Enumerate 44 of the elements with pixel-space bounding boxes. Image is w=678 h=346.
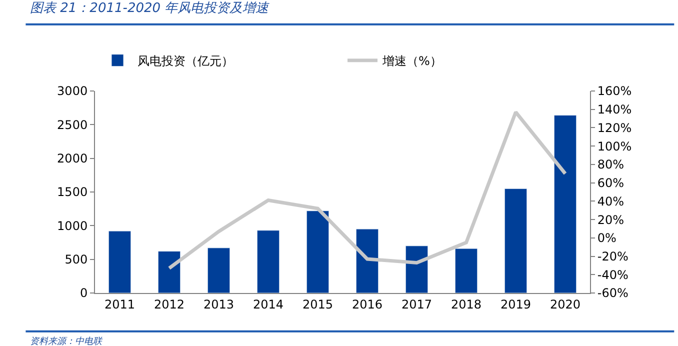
y2-tick-label: 100% — [597, 139, 632, 154]
x-tick-label: 2011 — [104, 297, 136, 312]
y2-tick-label: 80% — [597, 158, 624, 172]
bar — [356, 228, 379, 293]
x-tick-label: 2019 — [500, 297, 532, 312]
y-tick-label: 2000 — [57, 152, 88, 166]
y2-tick-label: 140% — [597, 102, 632, 117]
bar — [405, 246, 428, 293]
y2-tick-label: -40% — [597, 268, 628, 282]
y2-tick-label: 0% — [597, 231, 616, 246]
y2-tick-label: 160% — [597, 84, 632, 98]
x-tick-label: 2016 — [352, 297, 383, 312]
y-tick-label: 1500 — [57, 185, 88, 200]
legend-label: 风电投资（亿元） — [138, 54, 234, 68]
y2-tick-label: 120% — [597, 120, 632, 135]
x-tick-label: 2018 — [450, 297, 482, 312]
y-tick-label: 500 — [64, 252, 88, 267]
y2-tick-label: -20% — [597, 249, 628, 264]
y-tick-label: 2500 — [57, 118, 88, 132]
legend-label: 增速（%） — [382, 54, 442, 68]
x-tick-label: 2012 — [154, 297, 185, 312]
y-tick-label: 1000 — [57, 218, 88, 233]
y2-tick-label: 60% — [597, 176, 624, 190]
x-tick-label: 2015 — [302, 297, 334, 312]
bar — [256, 230, 280, 293]
text: 资料来源：中电联 — [30, 336, 103, 346]
bar — [554, 114, 577, 293]
x-tick-label: 2017 — [401, 297, 432, 312]
bar — [207, 248, 230, 293]
chart-title: 图表 21：2011-2020 年风电投资及增速 — [30, 1, 270, 16]
x-tick-label: 2014 — [252, 297, 284, 312]
bar — [158, 251, 181, 293]
y2-tick-label: 20% — [597, 212, 624, 227]
bar — [504, 188, 528, 293]
y-tick-label: 3000 — [57, 84, 88, 98]
bar — [454, 248, 478, 293]
y2-tick-label: -60% — [597, 286, 628, 300]
y2-tick-label: 40% — [597, 194, 624, 208]
y-tick-label: 0 — [80, 286, 88, 300]
x-tick-label: 2013 — [203, 297, 234, 312]
x-tick-label: 2020 — [550, 297, 581, 312]
line-series — [168, 110, 567, 270]
bar — [306, 210, 330, 293]
bar — [108, 230, 132, 293]
